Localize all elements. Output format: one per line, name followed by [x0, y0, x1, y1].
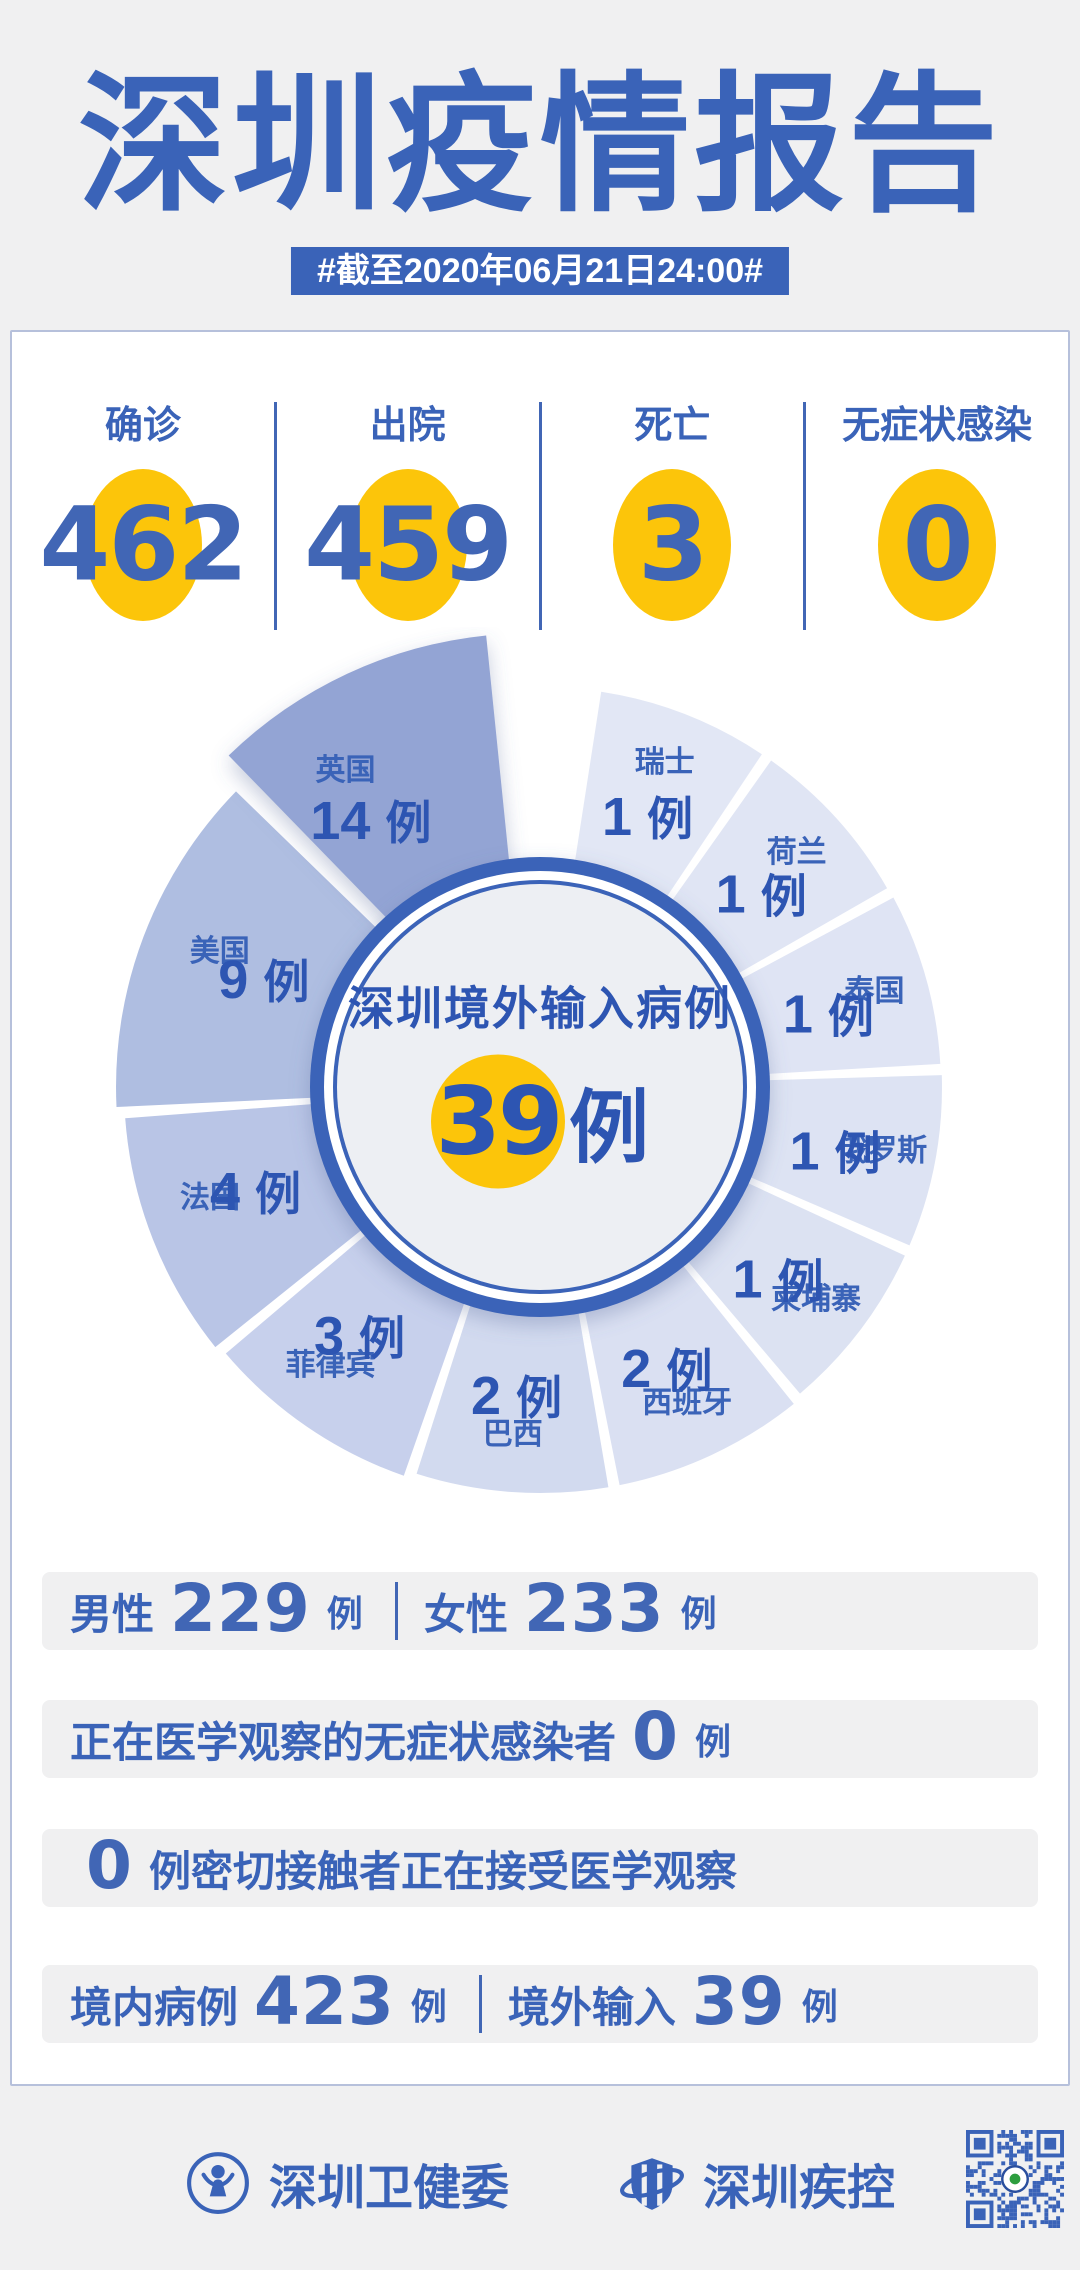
cdc-shield-icon — [620, 2158, 684, 2210]
report-date-badge: #截至2020年06月21日24:00# — [290, 247, 790, 295]
segment-name-label: 俄罗斯 — [836, 1134, 927, 1167]
stat-divider — [538, 402, 542, 630]
total-value: 39 — [435, 1067, 564, 1177]
stat-divider — [803, 402, 807, 630]
bar-label: 例 — [326, 1593, 363, 1634]
segment-value-label: 1 例 — [732, 1250, 823, 1310]
stat-item-2: 出院 459 — [277, 394, 539, 621]
segment-value-label: 2 例 — [471, 1366, 562, 1426]
segment-name-label: 法国 — [180, 1181, 240, 1214]
stat-highlight-ellipse: 0 — [878, 469, 997, 621]
health-commission-icon — [187, 2152, 249, 2214]
bar-label: 例 — [680, 1593, 717, 1634]
bar-divider — [394, 1582, 398, 1640]
org-health-commission: 深圳卫健委 — [185, 2148, 509, 2218]
bar-label: 例 — [694, 1721, 731, 1762]
bar-number: 0 — [86, 1826, 133, 1904]
bar-label: 男性 — [70, 1590, 155, 1638]
bar-divider — [478, 1975, 482, 2033]
stat-value: 3 — [637, 485, 709, 605]
bar-label: 境外输入 — [507, 1983, 676, 2031]
segment-name-label: 巴西 — [483, 1418, 543, 1451]
info-bar-3: 0 例密切接触者正在接受医学观察 — [42, 1826, 1038, 1907]
stat-value: 459 — [304, 485, 513, 605]
bar-label: 境内病例 — [70, 1983, 239, 2031]
bar-number: 39 — [691, 1962, 786, 2040]
bar-label: 例 — [801, 1986, 838, 2027]
segment-value-label: 1 例 — [783, 984, 874, 1044]
bar-label: 例密切接触者正在接受医学观察 — [148, 1847, 737, 1895]
segment-name-label: 英国 — [315, 754, 375, 787]
segment-value-label: 3 例 — [314, 1307, 405, 1367]
info-bar-1: 男性 229 例 女性 233 例 — [42, 1569, 1038, 1650]
stat-highlight-ellipse: 3 — [613, 469, 732, 621]
footer: 深圳卫健委 深圳疾控 — [0, 2128, 1080, 2238]
org-name: 深圳卫健委 — [268, 2162, 509, 2215]
stat-label: 确诊 — [104, 405, 181, 447]
bar-number: 229 — [170, 1569, 311, 1647]
stat-highlight-ellipse: 462 — [39, 469, 248, 621]
segment-value-label: 1 例 — [716, 864, 807, 924]
segment-value-label: 2 例 — [621, 1339, 712, 1399]
bar-number: 233 — [523, 1569, 665, 1647]
total-unit: 例 — [569, 1083, 649, 1173]
segment-name-label: 泰国 — [845, 975, 905, 1008]
bar-label: 例 — [410, 1986, 447, 2027]
stat-label: 死亡 — [634, 405, 711, 447]
segment-name-label: 西班牙 — [642, 1386, 732, 1419]
segment-value-label: 1 例 — [602, 787, 693, 847]
summary-stats-row: 确诊 462 出院 459 死亡 3 无症状感染 0 — [12, 394, 1068, 630]
bar-label: 女性 — [423, 1590, 508, 1638]
stat-item-1: 确诊 462 — [12, 394, 274, 621]
info-bar-4: 境内病例 423 例 境外输入 39 例 — [42, 1962, 1038, 2043]
stat-value: 462 — [39, 485, 248, 605]
segment-value-label: 9 例 — [218, 950, 309, 1010]
main-card: 确诊 462 出院 459 死亡 3 无症状感染 0 瑞士 1 例荷兰 1 例泰国 1 例俄罗斯 1 … — [10, 330, 1070, 2086]
imported-cases-rose-chart: 瑞士 1 例荷兰 1 例泰国 1 例俄罗斯 1 例柬埔寨 1 例西班牙 2 例巴西 2 例菲律… — [80, 627, 1000, 1547]
stat-value: 0 — [902, 485, 974, 605]
segment-value-label: 4 例 — [210, 1162, 301, 1222]
stat-highlight-ellipse: 459 — [304, 469, 513, 621]
org-name: 深圳疾控 — [703, 2162, 896, 2215]
chart-center-label: 深圳境外输入病例 39 例 — [320, 973, 760, 1189]
bar-number: 423 — [254, 1962, 395, 2040]
chart-title: 深圳境外输入病例 — [348, 982, 732, 1035]
qr-code — [966, 2130, 1064, 2228]
stat-item-3: 死亡 3 — [542, 394, 804, 621]
segment-value-label: 14 例 — [310, 791, 431, 851]
stat-item-4: 无症状感染 0 — [806, 394, 1068, 621]
bar-label: 正在医学观察的无症状感染者 — [70, 1718, 617, 1766]
page-title: 深圳疫情报告 — [77, 61, 1002, 229]
segment-name-label: 荷兰 — [767, 836, 827, 869]
bar-number: 0 — [632, 1697, 679, 1775]
org-cdc: 深圳疾控 — [619, 2148, 895, 2218]
segment-name-label: 美国 — [190, 934, 250, 968]
segment-name-label: 柬埔寨 — [771, 1282, 861, 1316]
stat-divider — [273, 402, 277, 630]
stat-label: 无症状感染 — [842, 405, 1033, 447]
info-bar-2: 正在医学观察的无症状感染者 0 例 — [42, 1697, 1038, 1778]
segment-value-label: 1 例 — [789, 1122, 880, 1182]
segment-name-label: 瑞士 — [635, 746, 695, 779]
segment-name-label: 菲律宾 — [286, 1349, 376, 1382]
total-highlight-circle: 39 — [431, 1054, 565, 1189]
stat-label: 出院 — [369, 405, 446, 447]
